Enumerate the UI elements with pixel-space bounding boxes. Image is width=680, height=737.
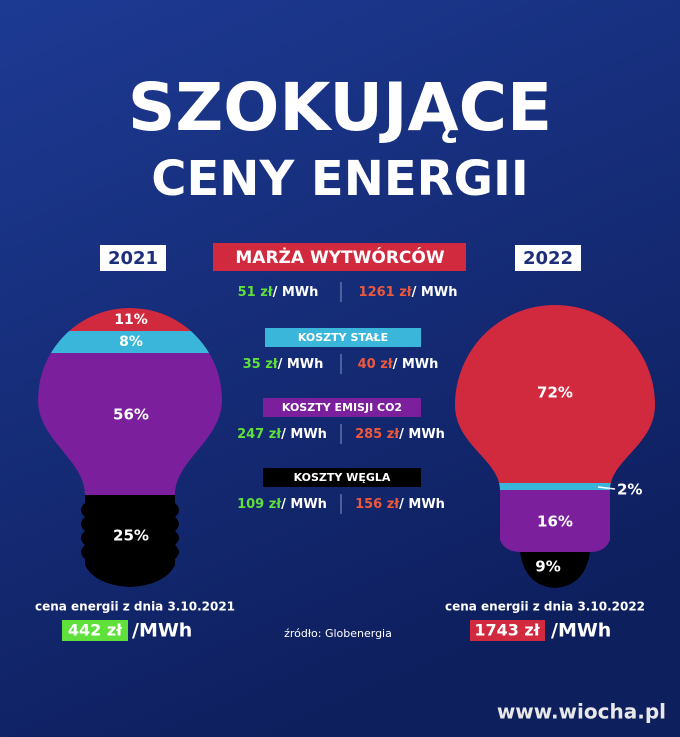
value-2022: 156 zł/ MWh <box>355 497 445 512</box>
bulb-segment <box>500 490 610 552</box>
row-label-box <box>263 468 421 487</box>
row-label: KOSZTY STAŁE <box>298 331 388 344</box>
row-label: KOSZTY WĘGLA <box>294 471 391 484</box>
segment-label: 2% <box>617 481 642 499</box>
unit: / MWh <box>281 497 327 512</box>
unit: / MWh <box>412 285 458 300</box>
bulb-base <box>81 495 179 587</box>
amount: 247 zł <box>237 427 282 442</box>
pointer-line <box>597 486 616 490</box>
unit: / MWh <box>393 357 439 372</box>
unit: / MWh <box>399 497 445 512</box>
watermark: www.wiocha.pl <box>497 700 666 724</box>
year-box <box>100 245 166 271</box>
price-box <box>62 620 128 641</box>
unit: / MWh <box>273 285 319 300</box>
segment-label: 56% <box>113 406 149 424</box>
amount: 109 zł <box>237 497 282 512</box>
price: 1743 zł <box>474 621 540 640</box>
year-label: 2021 <box>108 248 158 269</box>
title-line2: CENY ENERGII <box>151 151 528 207</box>
segment-label: 16% <box>537 513 573 531</box>
title-line1: SZOKUJĄCE <box>128 69 552 146</box>
price-caption: cena energii z dnia 3.10.2022 <box>445 600 645 614</box>
segment-label: 72% <box>537 384 573 402</box>
row-label-box <box>263 398 421 417</box>
value-2021: 35 zł/ MWh <box>243 357 324 372</box>
row-label-box <box>213 243 466 271</box>
amount: 35 zł <box>243 357 279 372</box>
row-values: 51 zł/ MWh 1261 zł/ MWh 35 zł/ MWh 40 zł… <box>237 285 457 512</box>
bulb-2022 <box>455 305 655 490</box>
row-label: MARŻA WYTWÓRCÓW <box>235 246 444 268</box>
amount: 1261 zł <box>359 285 413 300</box>
segment-label: 25% <box>113 527 149 545</box>
unit: / MWh <box>281 427 327 442</box>
amount: 51 zł <box>238 285 274 300</box>
unit: / MWh <box>399 427 445 442</box>
source: źródło: Globenergia <box>284 627 392 640</box>
amount: 285 zł <box>355 427 400 442</box>
segment-label: 9% <box>535 558 560 576</box>
amount: 156 zł <box>355 497 400 512</box>
price-unit: /MWh <box>132 620 192 642</box>
segment-label: 8% <box>119 334 143 350</box>
price-unit: /MWh <box>551 620 611 642</box>
value-2022: 285 zł/ MWh <box>355 427 445 442</box>
value-2021: 109 zł/ MWh <box>237 497 327 512</box>
amount: 40 zł <box>358 357 394 372</box>
row-label: KOSZTY EMISJI CO2 <box>282 401 402 414</box>
value-2022: 1261 zł/ MWh <box>359 285 458 300</box>
unit: / MWh <box>278 357 324 372</box>
segment-label: 11% <box>114 312 148 328</box>
price-box <box>470 620 545 641</box>
price: 442 zł <box>68 621 123 640</box>
year-box <box>515 245 581 271</box>
row-label-box <box>265 328 421 347</box>
value-2022: 40 zł/ MWh <box>358 357 439 372</box>
bulb-base <box>520 552 590 588</box>
value-2021: 51 zł/ MWh <box>238 285 319 300</box>
price-caption: cena energii z dnia 3.10.2021 <box>35 600 235 614</box>
value-2021: 247 zł/ MWh <box>237 427 327 442</box>
year-label: 2022 <box>523 248 573 269</box>
